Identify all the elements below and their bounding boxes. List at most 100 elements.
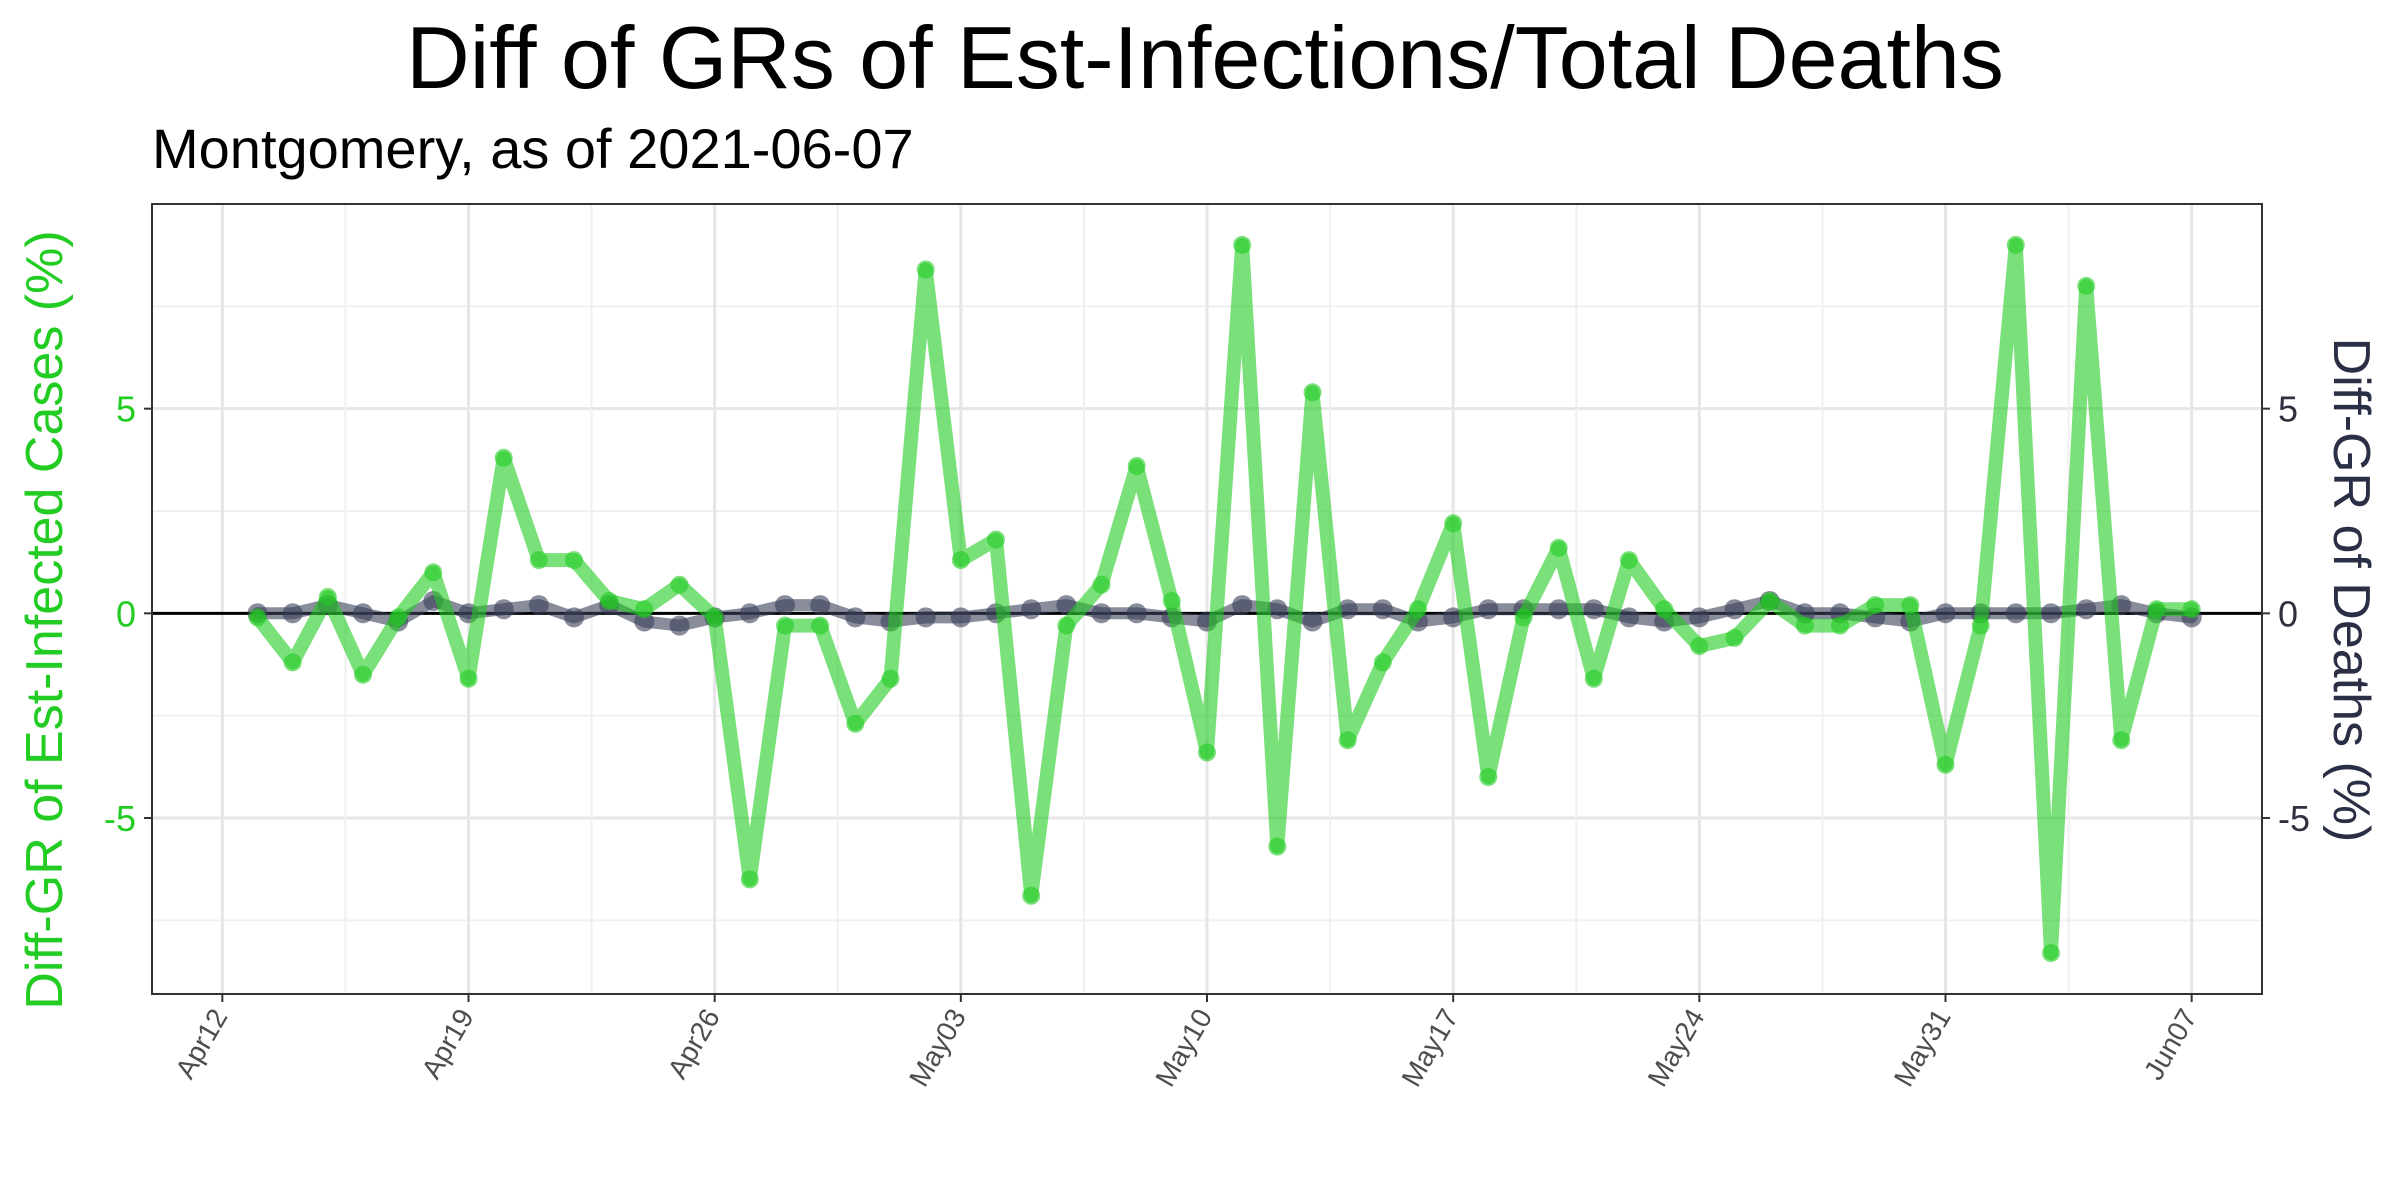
chart-subtitle: Montgomery, as of 2021-06-07 [152, 117, 914, 180]
deaths-point [564, 607, 584, 628]
deaths-point [2041, 603, 2061, 624]
infections-point [248, 608, 267, 627]
y-axis-label-left: Diff-GR of Est-Infected Cases (%) [16, 230, 74, 1009]
infections-point [459, 669, 478, 688]
infections-point [740, 870, 759, 889]
infections-point [881, 669, 900, 688]
x-tick-label: Apr19 [415, 1004, 479, 1084]
y-axis-label-right: Diff-GR of Deaths (%) [2322, 338, 2380, 843]
deaths-point [1232, 595, 1253, 616]
infections-point [1514, 608, 1533, 627]
infections-point [1655, 600, 1674, 619]
deaths-point [1619, 607, 1639, 628]
deaths-point [1021, 599, 1042, 620]
infections-point [1303, 383, 1322, 402]
infections-point [1901, 596, 1920, 615]
infections-point [1795, 616, 1814, 635]
deaths-point [1443, 607, 1464, 628]
infections-point [811, 616, 830, 635]
infections-point [565, 551, 583, 570]
deaths-point [1478, 599, 1499, 620]
infections-point [916, 260, 935, 279]
infections-point [354, 665, 372, 684]
infections-point [670, 575, 689, 594]
deaths-point [528, 595, 549, 616]
infections-point [776, 616, 794, 635]
chart-title: Diff of GRs of Est-Infections/Total Deat… [406, 8, 2004, 107]
deaths-point [950, 607, 971, 628]
deaths-point [1548, 599, 1569, 620]
infections-point [1690, 637, 1709, 656]
infections-point [1479, 768, 1498, 787]
infections-point [529, 551, 548, 570]
x-tick-label: Apr12 [169, 1004, 233, 1084]
infections-point [1971, 616, 1990, 635]
infections-point [635, 600, 654, 619]
infections-point [1338, 731, 1357, 750]
infections-series [248, 235, 2201, 963]
deaths-point [1126, 603, 1147, 624]
x-tick-label: Jun07 [2138, 1004, 2203, 1086]
deaths-point [1935, 603, 1956, 624]
infections-point [1162, 592, 1181, 610]
infections-point [2112, 731, 2131, 750]
deaths-point [1267, 599, 1288, 620]
infections-point [2077, 276, 2096, 295]
deaths-point [353, 603, 373, 624]
infections-point [2147, 600, 2166, 619]
deaths-point [915, 607, 936, 628]
y-tick-label-left: 0 [116, 593, 136, 634]
deaths-point [1372, 599, 1393, 620]
x-tick-label: May31 [1888, 1004, 1957, 1092]
infections-point [2182, 600, 2201, 619]
infections-point [1831, 616, 1849, 635]
plot-panel-border [151, 203, 2263, 995]
infections-point [951, 551, 970, 570]
deaths-point [775, 595, 795, 616]
y-tick-label-right: 5 [2278, 389, 2298, 430]
infections-point [318, 588, 337, 606]
infections-point [1198, 743, 1216, 762]
y-tick-labels: -5 -5 0 0 5 5 [104, 389, 2310, 839]
infections-point [705, 608, 724, 627]
infections-point [1022, 886, 1041, 905]
infections-point [1584, 669, 1603, 688]
deaths-point [1583, 599, 1604, 620]
infections-point [1092, 575, 1111, 594]
infections-point [1057, 616, 1076, 635]
infections-point [494, 448, 513, 467]
x-tick-label: May03 [903, 1004, 972, 1092]
y-tick-label-left: 5 [116, 389, 136, 430]
infections-point [424, 563, 443, 582]
grid [152, 204, 2262, 994]
infections-point [1760, 592, 1779, 610]
infections-point [1620, 551, 1638, 570]
infections-point [1866, 596, 1885, 615]
infections-point [1936, 755, 1955, 774]
x-tick-label: May24 [1642, 1004, 1711, 1092]
deaths-point [739, 603, 760, 624]
deaths-point [845, 607, 866, 628]
x-tick-labels: Apr12 Apr19 Apr26 May03 May10 May17 May24 May31… [169, 994, 2203, 1092]
deaths-point [810, 595, 831, 616]
infections-point [1127, 457, 1146, 475]
deaths-point [1689, 607, 1710, 628]
infections-point [600, 592, 619, 610]
x-tick-label: May10 [1149, 1004, 1218, 1092]
x-tick-label: Apr26 [662, 1004, 726, 1084]
infections-point [987, 530, 1005, 549]
y-tick-label-right: -5 [2278, 798, 2310, 839]
deaths-point [493, 599, 514, 620]
infections-point [389, 608, 408, 627]
deaths-point [669, 615, 690, 636]
infections-point [1268, 837, 1287, 856]
infections-point [2006, 235, 2025, 254]
infections-point [2042, 944, 2060, 963]
y-tick-label-right: 0 [2278, 593, 2298, 634]
infections-point [1549, 538, 1568, 557]
infections-point [1725, 628, 1744, 647]
deaths-point [1302, 611, 1323, 632]
infections-point [1409, 600, 1427, 619]
deaths-point [1724, 599, 1745, 620]
